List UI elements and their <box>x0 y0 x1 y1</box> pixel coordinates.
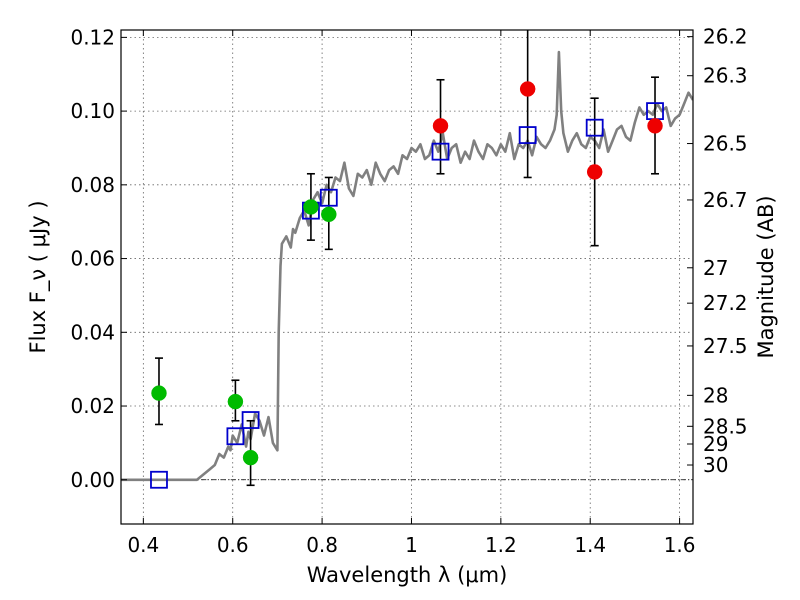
model-point-square <box>431 142 450 161</box>
axis-ticks <box>121 30 693 524</box>
observed-point <box>242 449 259 466</box>
y-tick-labels: 0.00 0.02 0.04 0.06 0.08 0.10 0.12 <box>70 25 115 491</box>
y2-tick-label: 26.3 <box>703 64 748 88</box>
model-point-square <box>319 188 338 207</box>
y-tick-label: 0.06 <box>70 247 115 271</box>
observed-point <box>303 199 319 215</box>
y2-tick-label: 26.2 <box>703 25 748 49</box>
y-axis-label: Flux F_ν ( μJy ) <box>26 200 51 353</box>
x-tick-labels: 0.4 0.6 0.8 1 1.2 1.4 1.6 <box>127 533 695 557</box>
plot-frame <box>120 29 694 525</box>
x-axis-label: Wavelength λ (μm) <box>307 563 508 587</box>
y2-tick-label: 26.5 <box>703 132 748 156</box>
observed-point <box>227 393 244 410</box>
observed-point <box>647 118 663 134</box>
observed-point <box>321 206 337 223</box>
y-tick-label: 0.02 <box>70 394 115 418</box>
y2-tick-label: 28.5 <box>703 414 748 438</box>
observed-point <box>519 81 536 97</box>
model-point-square <box>226 427 245 446</box>
observed-point <box>586 164 603 180</box>
observed-point <box>151 385 167 401</box>
x-tick-label: 1.4 <box>574 533 606 557</box>
observed-point <box>432 118 449 134</box>
y-tick-label: 0.00 <box>70 468 115 492</box>
model-point-square <box>241 411 260 429</box>
model-point-square <box>150 470 168 489</box>
observed-points <box>151 81 663 466</box>
y2-tick-label: 28 <box>703 383 728 407</box>
y2-tick-label: 27 <box>703 256 728 280</box>
y2-tick-label: 30 <box>703 453 728 477</box>
x-tick-label: 1 <box>405 533 418 557</box>
model-point-square <box>518 126 537 144</box>
x-tick-label: 0.8 <box>306 533 338 557</box>
y2-tick-label: 26.7 <box>703 188 748 212</box>
y2-tick-label: 27.2 <box>703 291 748 315</box>
y2-axis-label: Magnitude (AB) <box>754 195 778 358</box>
y-tick-label: 0.04 <box>70 320 115 344</box>
y2-tick-label: 29 <box>703 432 728 456</box>
x-tick-label: 0.4 <box>127 533 159 557</box>
y-tick-label: 0.12 <box>70 25 115 49</box>
model-point-square <box>585 118 604 137</box>
y-tick-label: 0.10 <box>70 99 115 123</box>
x-tick-label: 1.6 <box>664 533 696 557</box>
x-tick-label: 1.2 <box>485 533 517 557</box>
y-tick-label: 0.08 <box>70 173 115 197</box>
y2-tick-label: 27.5 <box>703 334 748 358</box>
x-tick-label: 0.6 <box>217 533 249 557</box>
